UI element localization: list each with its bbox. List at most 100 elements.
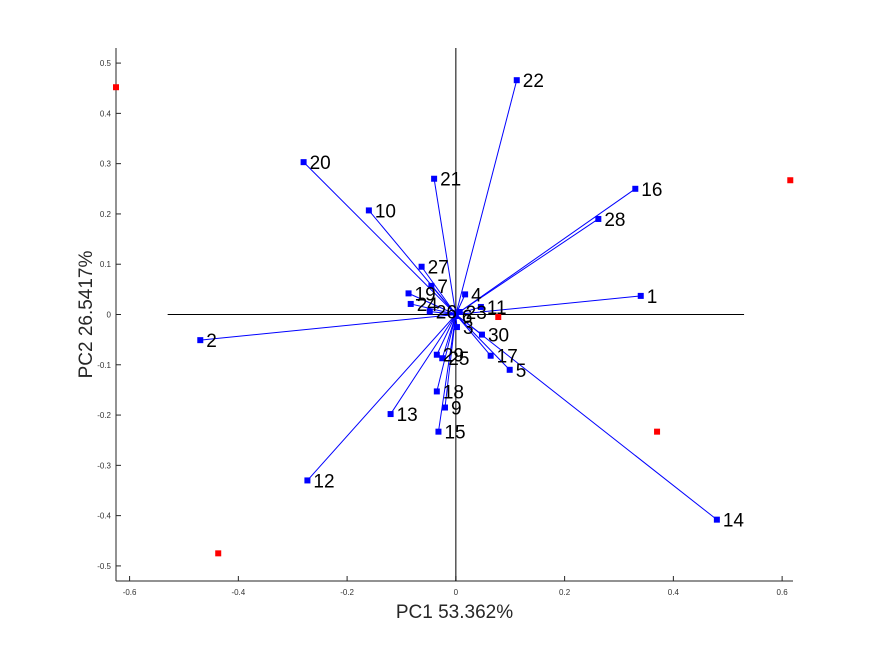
loading-marker [426, 308, 433, 315]
loading-line [455, 314, 483, 336]
loading-marker [441, 404, 448, 411]
loading-line [421, 266, 457, 315]
x-tick-label: -0.4 [231, 588, 245, 597]
loading-line [436, 314, 457, 355]
loading-marker [428, 282, 435, 289]
loading-label: 3 [463, 318, 474, 339]
y-axis-title: PC2 26.5417% [76, 250, 97, 378]
loading-marker [300, 159, 307, 166]
loading-line [200, 314, 456, 341]
loading-label: 26 [436, 302, 457, 323]
loading-line [455, 314, 511, 371]
loading-line [408, 292, 457, 315]
loading-marker [478, 331, 485, 338]
loading-label: 30 [488, 326, 509, 347]
loading-label: 9 [451, 399, 462, 420]
loading-marker [431, 175, 438, 182]
axes-layer: -0.6 -0.4 -0.2 0 0.2 0.4 0.6 -0.5 -0.4 -0.3 -0.2 -0… [97, 48, 793, 597]
score-marker [495, 314, 502, 321]
loading-label: 29 [443, 346, 464, 367]
y-tick-label: 0.4 [100, 109, 112, 118]
loading-label: 11 [487, 298, 507, 319]
loading-label: 12 [313, 471, 334, 492]
loading-label: 22 [523, 71, 544, 92]
y-tick-label: 0 [107, 311, 112, 320]
y-tick-label: 0.2 [100, 210, 112, 219]
y-tick-label: -0.4 [97, 512, 111, 521]
loading-line [455, 314, 718, 521]
loading-line [390, 314, 457, 415]
loading-label: 20 [310, 153, 331, 174]
y-tick-label: 0.1 [100, 260, 112, 269]
loading-marker [595, 215, 602, 222]
loading-line [455, 80, 518, 315]
loading-line [441, 314, 457, 359]
loading-lines-layer [200, 80, 718, 521]
loading-marker [365, 207, 372, 214]
loading-label: 14 [723, 511, 745, 532]
loading-label: 24 [417, 295, 439, 316]
x-tick-label: 0.2 [559, 588, 571, 597]
loading-marker [456, 308, 463, 315]
loading-line [455, 295, 641, 315]
y-tick-label: -0.1 [97, 361, 111, 370]
loading-marker [513, 77, 520, 84]
point-labels-layer: 1234567910111213141516171819202122232425… [206, 71, 744, 531]
loading-marker [637, 292, 644, 299]
loading-marker [433, 388, 440, 395]
score-marker [215, 550, 222, 557]
loading-line [368, 210, 457, 315]
loading-marker [477, 303, 484, 310]
y-tick-label: -0.3 [97, 461, 111, 470]
loading-label: 6 [462, 307, 473, 328]
loading-label: 16 [641, 180, 662, 201]
y-tick-label: 0.5 [100, 59, 112, 68]
loading-marker [439, 355, 446, 362]
x-tick-label: -0.6 [123, 588, 137, 597]
x-tick-label: 0.4 [668, 588, 680, 597]
loading-line [433, 178, 457, 315]
loading-label: 21 [440, 170, 461, 191]
loading-marker [506, 366, 513, 373]
loading-label: 7 [437, 277, 448, 298]
loading-marker [462, 291, 469, 298]
loading-line [307, 314, 457, 481]
loading-line [455, 188, 636, 315]
score-marker [113, 84, 119, 91]
loading-label: 28 [604, 210, 625, 231]
x-axis-title: PC1 53.362% [396, 602, 513, 623]
loading-label: 18 [443, 382, 464, 403]
loading-label: 13 [397, 405, 418, 426]
y-tick-label: -0.5 [97, 562, 111, 571]
loading-marker [713, 516, 720, 523]
loading-line [410, 303, 456, 315]
loading-label: 10 [375, 201, 396, 222]
loading-line [437, 314, 457, 432]
loading-marker [487, 352, 494, 359]
y-tick-label: -0.2 [97, 411, 111, 420]
loading-marker [433, 351, 440, 358]
loading-marker [405, 290, 412, 297]
loading-label: 17 [497, 347, 518, 368]
x-tick-label: -0.2 [340, 588, 354, 597]
loading-label: 1 [647, 287, 658, 308]
loading-marker [435, 428, 442, 435]
loading-label: 5 [516, 361, 527, 382]
loading-label: 4 [471, 285, 482, 306]
loading-marker [387, 411, 394, 418]
x-tick-label: 0.6 [777, 588, 789, 597]
loading-marker [632, 185, 639, 192]
loading-line [303, 161, 457, 315]
loading-label: 25 [448, 349, 469, 370]
points-layer [113, 77, 794, 557]
score-marker [787, 177, 794, 184]
loading-label: 2 [206, 331, 217, 352]
loading-label: 27 [428, 258, 449, 279]
score-marker [654, 428, 661, 435]
loading-label: 15 [444, 423, 465, 444]
loading-line [455, 314, 492, 357]
loading-label: 23 [466, 303, 487, 324]
loading-marker [452, 313, 459, 320]
